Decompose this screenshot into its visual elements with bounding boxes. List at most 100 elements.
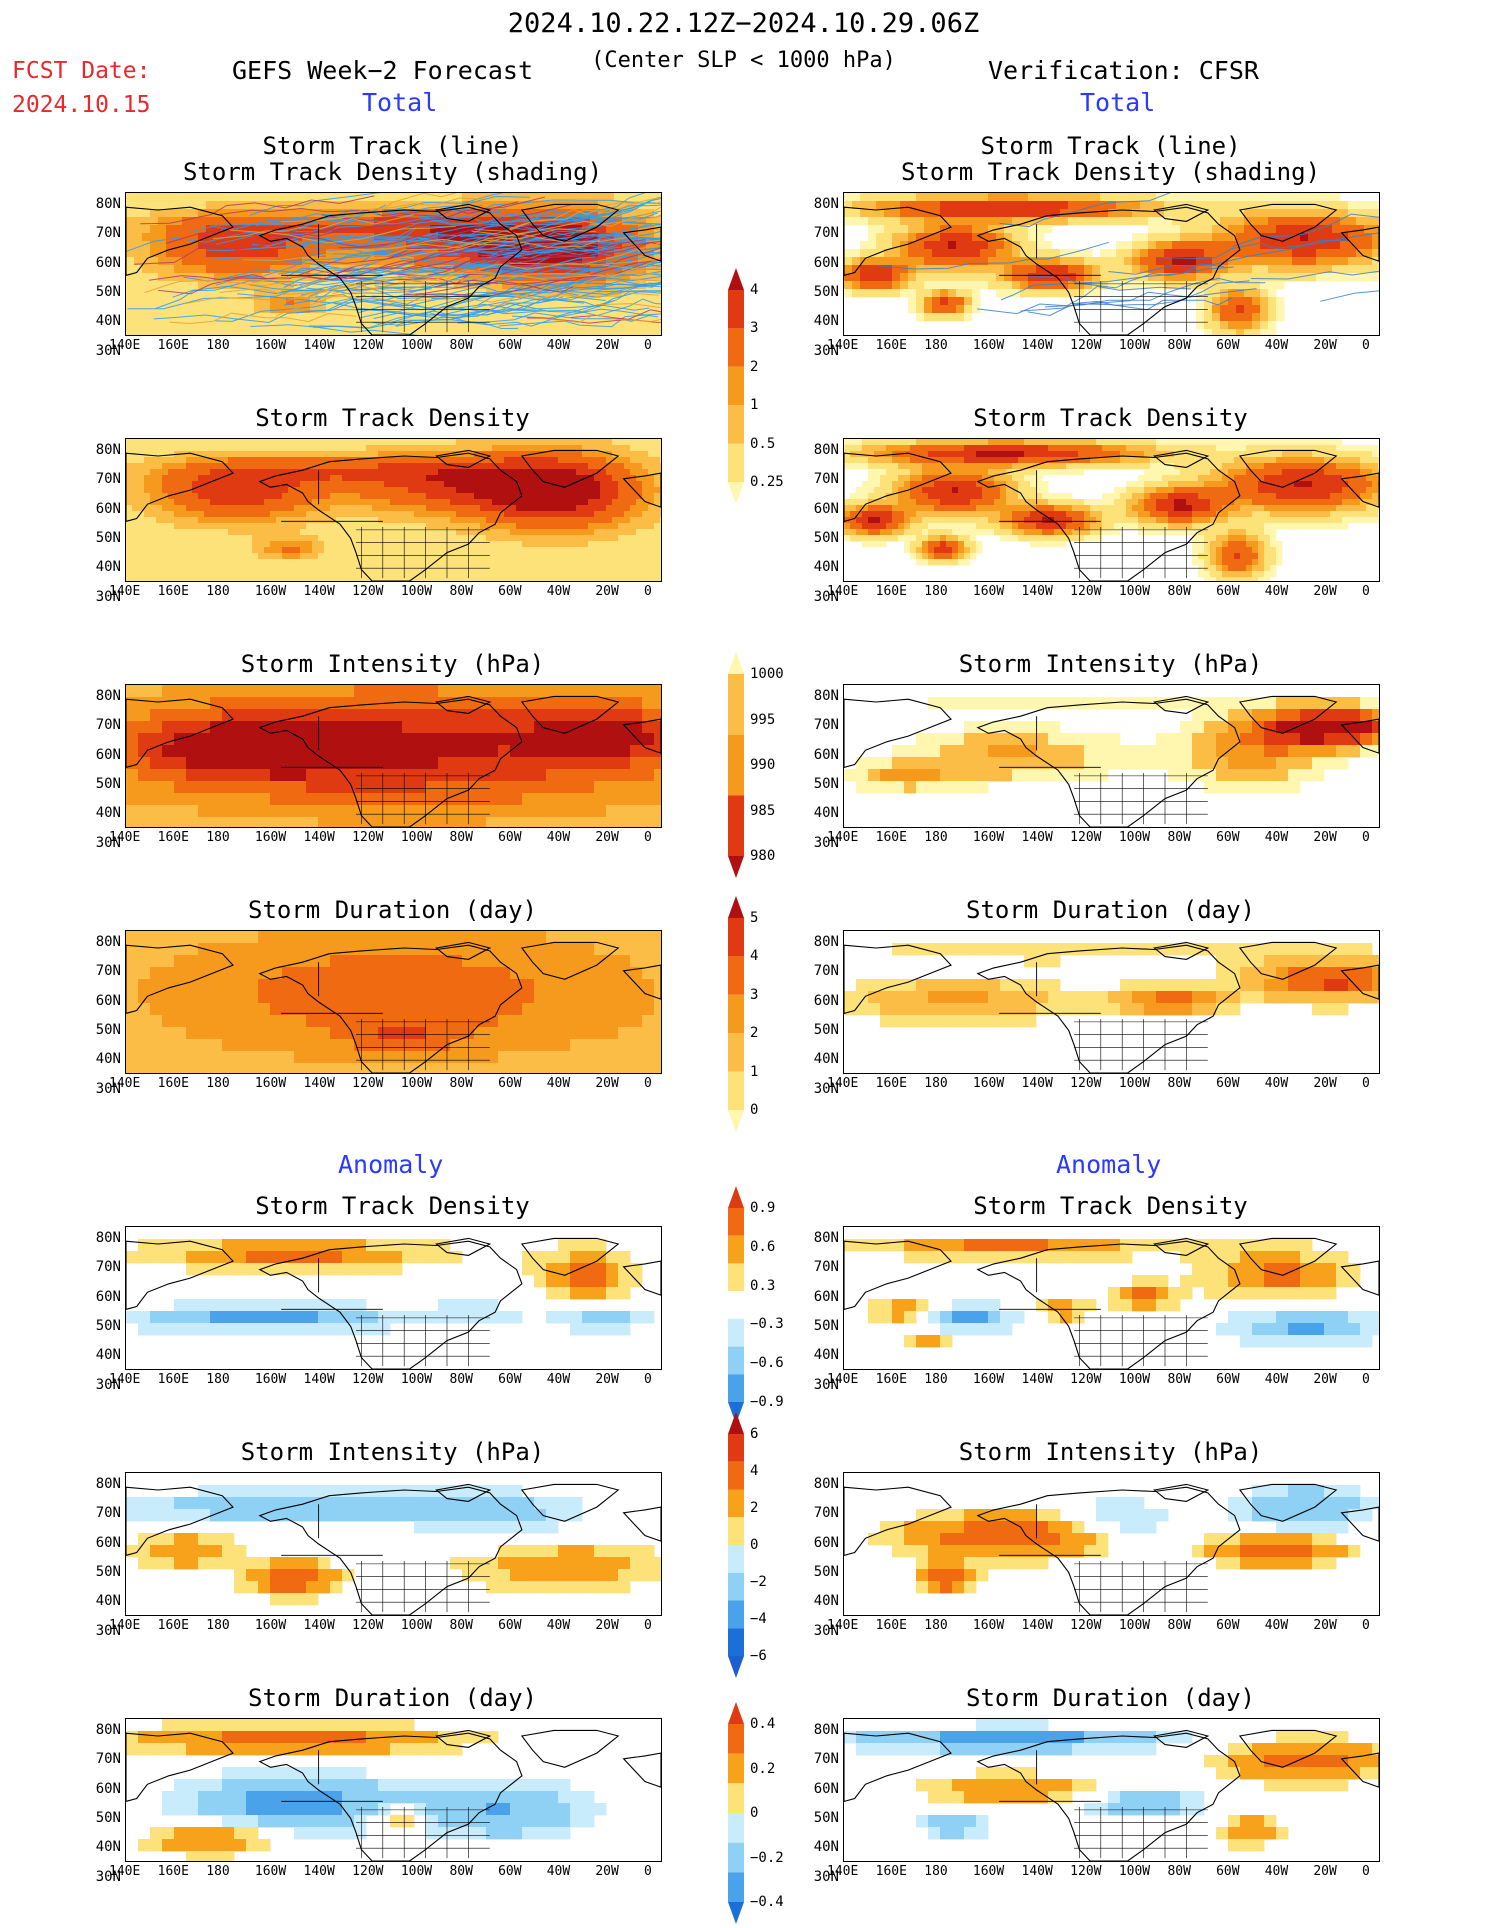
- fcst-date-label: FCST Date:: [12, 58, 150, 84]
- lat-label: 60N: [805, 1535, 839, 1551]
- lon-label: 180: [206, 1618, 229, 1633]
- intensity-anom-colorbar: [728, 1412, 748, 1682]
- lon-label: 140E: [109, 584, 140, 599]
- colorbar-tick-label: −0.2: [750, 1850, 784, 1866]
- lon-label: 20W: [595, 338, 618, 353]
- lon-label: 160W: [973, 1372, 1004, 1387]
- lat-label: 60N: [87, 1781, 121, 1797]
- lon-label: 120W: [352, 1618, 383, 1633]
- lon-label: 40W: [1265, 338, 1288, 353]
- lon-label: 160E: [876, 1076, 907, 1091]
- lat-label: 40N: [805, 313, 839, 329]
- lon-label: 40W: [547, 1076, 570, 1091]
- lon-label: 180: [924, 1076, 947, 1091]
- lon-label: 160E: [876, 830, 907, 845]
- lat-label: 80N: [87, 1722, 121, 1738]
- colorbar-tick-label: 4: [750, 282, 758, 298]
- lon-label: 100W: [401, 584, 432, 599]
- adensity-panel-title: Storm Track Density: [843, 1192, 1378, 1220]
- colorbar-tick-label: 0.4: [750, 1716, 775, 1732]
- lat-label: 80N: [805, 196, 839, 212]
- lon-label: 140W: [1022, 1864, 1053, 1879]
- lon-label: 160E: [876, 338, 907, 353]
- lat-label: 50N: [805, 1810, 839, 1826]
- shaded-field: [126, 685, 661, 827]
- condition-subtitle: (Center SLP < 1000 hPa): [0, 48, 1487, 73]
- lon-label: 140W: [1022, 584, 1053, 599]
- shaded-field: [844, 1719, 1379, 1851]
- lon-label: 140E: [109, 1372, 140, 1387]
- colorbar-tick-label: 2: [750, 359, 758, 375]
- colorbar-tick-label: 0: [750, 1102, 758, 1118]
- lat-label: 40N: [87, 1593, 121, 1609]
- lon-label: 160W: [973, 1076, 1004, 1091]
- lat-label: 80N: [805, 688, 839, 704]
- colorbar-tick-label: −2: [750, 1574, 767, 1590]
- lon-label: 120W: [1070, 830, 1101, 845]
- lat-label: 80N: [805, 442, 839, 458]
- lat-label: 70N: [805, 1505, 839, 1521]
- lon-label: 140W: [304, 1864, 335, 1879]
- aintensity-panel-title: Storm Intensity (hPa): [843, 1438, 1378, 1466]
- shaded-field: [844, 697, 1379, 793]
- forecast-title: GEFS Week−2 Forecast: [232, 56, 533, 85]
- lat-label: 50N: [87, 284, 121, 300]
- lat-label: 60N: [805, 747, 839, 763]
- lat-label: 70N: [805, 963, 839, 979]
- lat-label: 80N: [87, 688, 121, 704]
- lon-label: 0: [644, 1864, 652, 1879]
- shaded-field: [126, 1719, 606, 1861]
- lon-label: 40W: [547, 1864, 570, 1879]
- lon-label: 20W: [1313, 1372, 1336, 1387]
- lat-label: 80N: [805, 1476, 839, 1492]
- lat-label: 60N: [805, 255, 839, 271]
- track-panel-title: Storm Track (line): [843, 132, 1378, 160]
- lat-label: 50N: [87, 1318, 121, 1334]
- lat-label: 50N: [87, 776, 121, 792]
- lon-label: 0: [1362, 1618, 1370, 1633]
- lat-label: 60N: [87, 993, 121, 1009]
- verification-aduration-map: [843, 1718, 1380, 1862]
- lon-label: 40W: [1265, 1618, 1288, 1633]
- fcst-date-value: 2024.10.15: [12, 92, 150, 118]
- lon-label: 40W: [1265, 1076, 1288, 1091]
- lon-label: 60W: [1216, 1618, 1239, 1633]
- lat-label: 50N: [805, 1564, 839, 1580]
- lon-label: 140W: [304, 830, 335, 845]
- lon-label: 100W: [1119, 584, 1150, 599]
- aduration-panel-title: Storm Duration (day): [843, 1684, 1378, 1712]
- lat-label: 60N: [87, 255, 121, 271]
- lon-label: 140E: [827, 1372, 858, 1387]
- date-range-title: 2024.10.22.12Z−2024.10.29.06Z: [0, 8, 1487, 39]
- lon-label: 120W: [1070, 584, 1101, 599]
- verification-intensity-map: [843, 684, 1380, 828]
- colorbar-tick-label: 1: [750, 1064, 758, 1080]
- colorbar-tick-label: −0.6: [750, 1355, 784, 1371]
- aintensity-panel-title: Storm Intensity (hPa): [125, 1438, 660, 1466]
- lon-label: 0: [644, 1618, 652, 1633]
- lon-label: 160W: [973, 1864, 1004, 1879]
- lon-label: 160W: [973, 830, 1004, 845]
- lon-label: 180: [206, 830, 229, 845]
- lon-label: 0: [644, 1076, 652, 1091]
- lon-label: 0: [1362, 584, 1370, 599]
- lat-label: 70N: [87, 225, 121, 241]
- lat-label: 60N: [805, 1781, 839, 1797]
- lon-label: 0: [644, 830, 652, 845]
- duration-total-colorbar: [728, 896, 748, 1136]
- lon-label: 140E: [827, 338, 858, 353]
- lon-label: 40W: [1265, 584, 1288, 599]
- lon-label: 140E: [827, 1864, 858, 1879]
- lat-label: 50N: [87, 1810, 121, 1826]
- lon-label: 160E: [876, 1618, 907, 1633]
- lat-label: 70N: [87, 717, 121, 733]
- lon-label: 100W: [1119, 830, 1150, 845]
- lon-label: 20W: [595, 584, 618, 599]
- lon-label: 40W: [1265, 1864, 1288, 1879]
- lon-label: 60W: [498, 1618, 521, 1633]
- lat-label: 80N: [87, 1476, 121, 1492]
- lon-label: 180: [924, 1864, 947, 1879]
- forecast-adensity-map: [125, 1226, 662, 1370]
- lon-label: 0: [1362, 1864, 1370, 1879]
- lon-label: 120W: [352, 1372, 383, 1387]
